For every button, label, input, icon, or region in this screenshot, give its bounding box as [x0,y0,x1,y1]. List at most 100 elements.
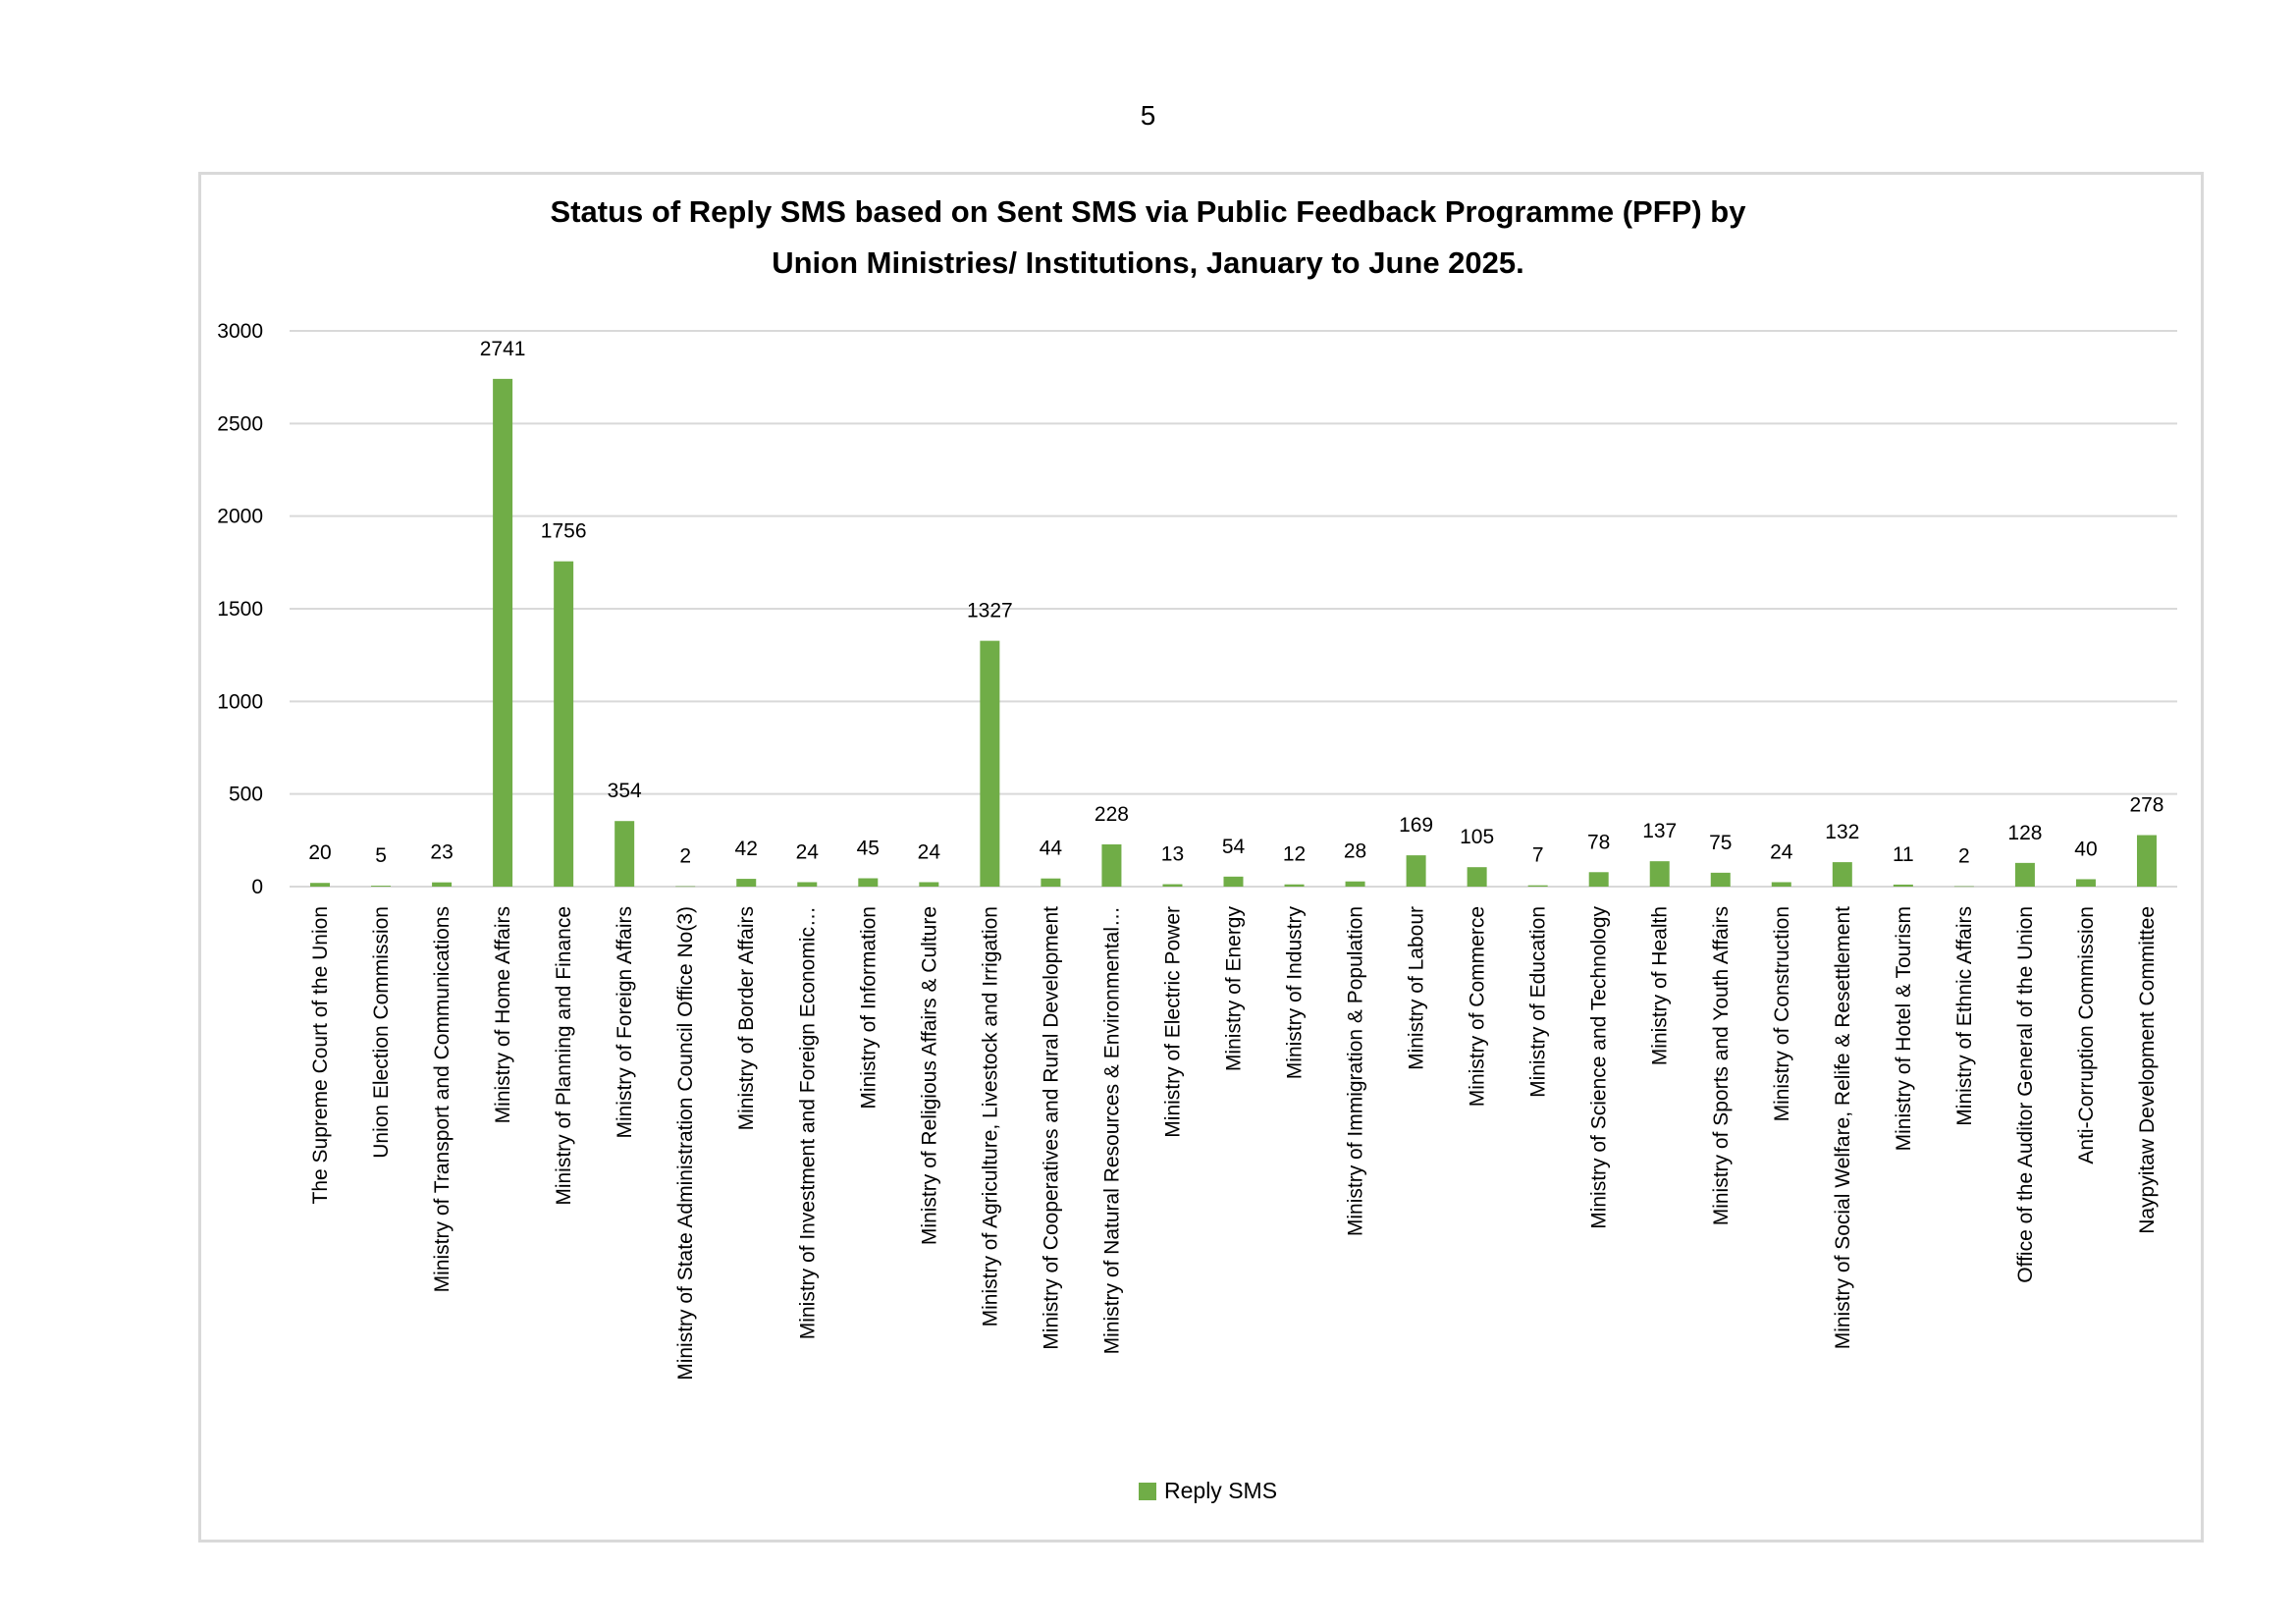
data-label-15: 13 [1161,843,1184,866]
data-label-4: 2741 [480,338,526,360]
x-tick-label-11: Ministry of Religious Affairs & Culture [918,906,940,1245]
x-tick-label-31: Naypyitaw Development Committee [2136,906,2159,1234]
bar-27 [1893,884,1913,887]
bar-2 [371,886,392,887]
data-label-20: 105 [1460,826,1494,848]
x-tick-label-13: Ministry of Cooperatives and Rural Devel… [1040,906,1062,1350]
data-label-23: 137 [1642,820,1677,842]
bar-17 [1284,884,1305,887]
x-tick-label-30: Anti-Corruption Commission [2075,906,2098,1164]
bar-8 [736,879,757,887]
x-tick-label-21: Ministry of Education [1527,906,1550,1098]
data-label-19: 169 [1399,814,1433,837]
x-tick-label-26: Ministry of Social Welfare, Relife & Res… [1832,906,1854,1349]
x-tick-label-8: Ministry of Border Affairs [735,906,758,1130]
x-tick-label-3: Ministry of Transport and Communications [431,906,454,1292]
data-label-29: 128 [2007,822,2042,844]
bar-12 [980,640,1000,887]
bar-23 [1649,861,1670,887]
bar-31 [2136,835,2157,887]
x-tick-label-12: Ministry of Agriculture, Livestock and I… [979,906,1001,1326]
x-tick-label-16: Ministry of Energy [1223,906,1246,1072]
y-tick-label-2500: 2500 [217,412,263,435]
x-tick-label-24: Ministry of Sports and Youth Affairs [1710,906,1733,1225]
data-label-25: 24 [1770,840,1793,863]
data-label-3: 23 [430,841,453,864]
x-tick-label-10: Ministry of Information [857,906,880,1110]
data-label-14: 228 [1095,803,1129,826]
bar-20 [1467,867,1487,887]
legend-swatch-reply-sms [1139,1482,1156,1500]
bar-13 [1041,878,1061,887]
chart-frame [198,172,2204,1543]
y-tick-label-2000: 2000 [217,506,263,528]
bar-9 [797,882,818,887]
bar-11 [919,882,939,887]
x-tick-label-2: Union Election Commission [370,906,393,1159]
bar-14 [1101,843,1122,887]
data-label-28: 2 [1958,845,1970,868]
data-label-10: 45 [857,838,880,860]
chart-legend: Reply SMS [1139,1478,1277,1504]
bar-25 [1771,882,1791,887]
x-tick-label-20: Ministry of Commerce [1467,906,1489,1107]
x-tick-label-7: Ministry of State Administration Council… [674,906,697,1380]
y-tick-label-500: 500 [229,784,263,806]
bar-10 [858,878,879,887]
data-label-9: 24 [796,840,820,863]
data-label-7: 2 [679,845,691,868]
x-tick-label-19: Ministry of Labour [1406,906,1428,1070]
data-label-26: 132 [1825,821,1859,843]
x-tick-label-5: Ministry of Planning and Finance [553,906,575,1206]
chart-title-line-2: Union Ministries/ Institutions, January … [772,245,1524,280]
bar-6 [614,821,635,887]
x-tick-label-4: Ministry of Home Affairs [492,906,514,1123]
data-label-8: 42 [735,838,758,860]
data-label-21: 7 [1532,844,1544,867]
data-label-30: 40 [2074,838,2097,860]
x-tick-label-27: Ministry of Hotel & Tourism [1893,906,1915,1151]
bar-29 [2014,862,2035,887]
bar-21 [1527,885,1548,887]
bar-3 [432,882,453,887]
bar-16 [1223,876,1244,887]
x-tick-label-14: Ministry of Natural Resources & Environm… [1100,906,1123,1354]
data-label-1: 20 [308,841,331,864]
bar-18 [1345,881,1365,887]
data-label-12: 1327 [967,600,1013,623]
x-tick-label-1: The Supreme Court of the Union [309,906,332,1205]
y-tick-label-0: 0 [251,876,263,898]
bar-1 [310,883,331,887]
data-label-22: 78 [1587,831,1610,853]
data-label-27: 11 [1893,843,1914,866]
y-tick-label-1500: 1500 [217,598,263,621]
data-label-5: 1756 [541,520,587,543]
data-label-18: 28 [1344,840,1366,863]
data-label-11: 24 [918,840,941,863]
data-label-24: 75 [1709,832,1732,854]
bar-26 [1832,862,1852,887]
x-tick-label-15: Ministry of Electric Power [1161,906,1184,1138]
x-tick-label-22: Ministry of Science and Technology [1588,906,1611,1229]
data-label-16: 54 [1222,836,1246,858]
bar-30 [2075,879,2096,887]
data-label-13: 44 [1040,838,1063,860]
data-label-6: 354 [608,780,642,802]
x-tick-label-23: Ministry of Health [1649,906,1672,1065]
x-tick-label-9: Ministry of Investment and Foreign Econo… [796,906,819,1339]
data-label-31: 278 [2129,794,2163,817]
bar-4 [493,378,513,888]
data-label-17: 12 [1283,843,1306,866]
x-tick-label-25: Ministry of Construction [1771,906,1793,1121]
bar-7 [675,886,696,888]
x-tick-label-28: Ministry of Ethnic Affairs [1953,906,1976,1126]
bar-15 [1162,884,1183,887]
x-tick-label-29: Office of the Auditor General of the Uni… [2014,906,2037,1283]
data-label-2: 5 [375,844,387,867]
bar-22 [1588,872,1609,887]
y-tick-label-3000: 3000 [217,320,263,343]
chart-title-line-1: Status of Reply SMS based on Sent SMS vi… [550,194,1746,229]
bar-28 [1953,886,1974,888]
x-tick-label-6: Ministry of Foreign Affairs [614,906,636,1139]
